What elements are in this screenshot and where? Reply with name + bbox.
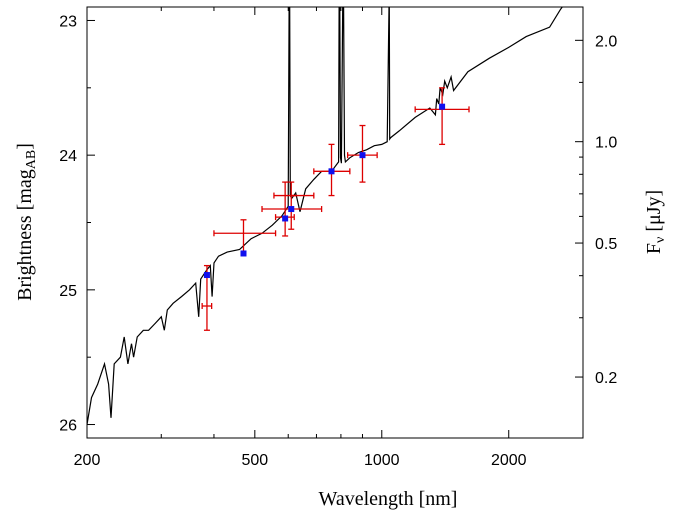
y-axis-label: Brightness [magAB]	[14, 143, 39, 301]
observation-marker	[359, 152, 366, 159]
y-tick-label: 24	[59, 148, 77, 165]
x-tick-label: 500	[241, 452, 268, 469]
observation-marker	[439, 103, 446, 110]
x-tick-label: 2000	[491, 452, 527, 469]
y-tick-label: 23	[59, 13, 77, 30]
y2-axis-label: Fν [μJy]	[643, 190, 668, 254]
model-spectrum-line	[87, 7, 563, 425]
x-tick-label: 200	[74, 452, 101, 469]
observation-marker	[288, 206, 295, 213]
x-axis-label: Wavelength [nm]	[319, 488, 458, 510]
y2-tick-label: 2.0	[595, 33, 617, 50]
y2-axis-ticks: 2.0 1.0 0.5 0.2	[575, 33, 617, 387]
y-axis-ticks: 23 24 25 26	[59, 13, 95, 435]
y-tick-label: 26	[59, 418, 77, 435]
observation-marker	[328, 168, 335, 175]
error-bars	[201, 87, 470, 331]
y2-tick-label: 0.5	[595, 236, 617, 253]
observation-marker	[282, 215, 289, 222]
y-tick-label: 25	[59, 283, 77, 300]
observation-markers	[203, 103, 446, 279]
y2-tick-label: 1.0	[595, 135, 617, 152]
plot-frame	[86, 6, 584, 439]
x-tick-label: 1000	[364, 452, 400, 469]
observation-marker	[203, 272, 210, 279]
observation-marker	[240, 250, 247, 257]
x-axis-ticks: 200 500 1000 2000	[74, 7, 584, 469]
y2-tick-label: 0.2	[595, 370, 617, 387]
